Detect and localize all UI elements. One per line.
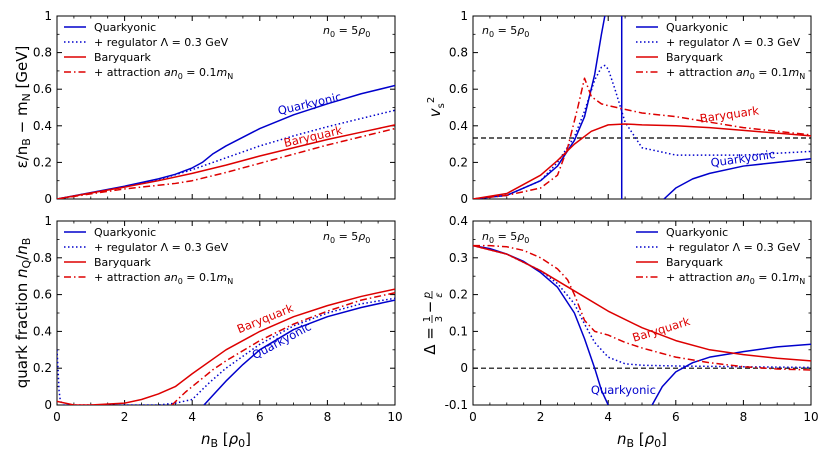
x-tick-label: 8 — [740, 410, 748, 424]
legend-label-quarkyonic: Quarkyonic — [666, 21, 728, 34]
x-axis-label: nB [ρ0] — [617, 430, 667, 450]
legend-label-quarkyonic: Quarkyonic — [94, 21, 156, 34]
curve-label: Baryquark — [699, 103, 760, 125]
legend-label-baryquark: Baryquark — [94, 256, 152, 269]
legend-label-baryquark: Baryquark — [94, 51, 152, 64]
y-tick-label: 0.4 — [33, 119, 52, 133]
annotation-n0: n0 = 5ρ0 — [323, 230, 370, 245]
y-axis-label: quark fraction nQ/nB — [13, 238, 33, 389]
legend: Quarkyonic + regulator Λ = 0.3 GeV Baryq… — [64, 226, 233, 286]
y-tick-label: 0 — [44, 398, 52, 412]
legend-label-quarkyonic: Quarkyonic — [666, 226, 728, 239]
y-axis-label-one-third: 1 — [422, 316, 433, 322]
panel-speed-of-sound: 0 0.2 0.4 0.6 0.8 1 Baryquark Quarkyonic vs2 n0… — [426, 9, 812, 206]
y-axis-label-p: p — [422, 292, 433, 299]
legend-label-regulator: + regulator Λ = 0.3 GeV — [666, 241, 801, 254]
x-tick-label: 8 — [324, 410, 332, 424]
x-tick-label: 6 — [256, 410, 264, 424]
y-tick-label: 0.4 — [449, 119, 468, 133]
legend: Quarkyonic + regulator Λ = 0.3 GeV Baryq… — [636, 226, 805, 286]
legend: Quarkyonic + regulator Λ = 0.3 GeV Baryq… — [64, 21, 233, 81]
legend-label-baryquark: Baryquark — [666, 51, 724, 64]
legend-label-regulator: + regulator Λ = 0.3 GeV — [666, 36, 801, 49]
legend-label-attraction: + attraction an0 = 0.1mN — [666, 271, 805, 286]
x-tick-label: 10 — [387, 410, 402, 424]
x-axis-label: nB [ρ0] — [201, 430, 251, 450]
y-tick-label: 0.8 — [449, 46, 468, 60]
x-tick-label: 4 — [604, 410, 612, 424]
legend-label-attraction: + attraction an0 = 0.1mN — [666, 66, 805, 81]
series-line — [473, 244, 811, 369]
series-line — [473, 244, 609, 405]
y-tick-label: 0.3 — [449, 251, 468, 265]
y-tick-label: 0.6 — [33, 288, 52, 302]
y-axis-label: Δ = 1 3 − p ε — [421, 291, 445, 355]
series-line — [57, 124, 395, 199]
y-tick-label: 0 — [44, 192, 52, 206]
y-tick-label: 0 — [460, 192, 468, 206]
series-line — [473, 16, 606, 199]
series-line — [473, 123, 811, 199]
y-tick-label: -0.1 — [445, 398, 468, 412]
series-line — [473, 244, 811, 362]
series-line — [57, 109, 395, 199]
y-axis-label-delta: Δ = — [421, 327, 439, 355]
x-tick-label: 0 — [469, 410, 477, 424]
x-tick-label: 2 — [121, 410, 129, 424]
series-line — [57, 127, 395, 199]
series-line — [203, 299, 395, 405]
y-tick-label: 0.2 — [449, 155, 468, 169]
y-tick-label: 1 — [460, 9, 468, 23]
annotation-n0: n0 = 5ρ0 — [482, 24, 529, 39]
panel-energy-per-baryon: 0 0.2 0.4 0.6 0.8 1 Quarkyonic Baryquark ε/nB −… — [13, 9, 396, 206]
curve-label: Baryquark — [631, 314, 692, 345]
x-tick-label: 2 — [537, 410, 545, 424]
annotation-n0: n0 = 5ρ0 — [482, 230, 529, 245]
x-tick-label: 0 — [53, 410, 61, 424]
series-line — [663, 157, 811, 199]
legend-label-baryquark: Baryquark — [666, 256, 724, 269]
curve-label: Quarkyonic — [591, 383, 656, 397]
y-axis-label-minus: − — [421, 301, 439, 314]
legend-label-regulator: + regulator Λ = 0.3 GeV — [94, 36, 229, 49]
x-tick-label: 10 — [803, 410, 818, 424]
panel-quark-fraction: 0 2 4 6 8 1000.20.40.60.81BaryquarkQuarkyonic… — [13, 214, 403, 450]
y-tick-label: 0.6 — [449, 82, 468, 96]
y-tick-label: 0.8 — [33, 46, 52, 60]
y-tick-label: 0.2 — [33, 155, 52, 169]
y-tick-label: 1 — [44, 9, 52, 23]
series-line — [57, 297, 395, 405]
legend-label-quarkyonic: Quarkyonic — [94, 226, 156, 239]
series-line — [473, 77, 811, 199]
legend: Quarkyonic + regulator Λ = 0.3 GeV Baryq… — [636, 21, 805, 81]
series-line — [473, 244, 811, 371]
y-tick-label: 0 — [460, 361, 468, 375]
x-tick-label: 4 — [188, 410, 196, 424]
series-line — [171, 292, 395, 405]
y-tick-label: 1 — [44, 214, 52, 228]
y-axis-label: ε/nB − mN [GeV] — [13, 46, 33, 169]
series-line — [651, 343, 811, 405]
series-line — [57, 84, 395, 199]
legend-label-attraction: + attraction an0 = 0.1mN — [94, 66, 233, 81]
y-axis-label: vs2 — [426, 97, 447, 117]
y-tick-label: 0.8 — [33, 251, 52, 265]
curve-label: Quarkyonic — [276, 89, 342, 117]
series-line — [57, 288, 395, 405]
legend-label-attraction: + attraction an0 = 0.1mN — [94, 271, 233, 286]
legend-label-regulator: + regulator Λ = 0.3 GeV — [94, 241, 229, 254]
y-tick-label: 0.1 — [449, 324, 468, 338]
y-tick-label: 0.2 — [449, 288, 468, 302]
panel-trace-anomaly: 0 2 4 6 8 10-0.100.10.20.30.4BaryquarkQuarkyo… — [421, 214, 819, 450]
y-tick-label: 0.4 — [33, 324, 52, 338]
x-tick-label: 6 — [672, 410, 680, 424]
curve-label: Baryquark — [282, 123, 343, 150]
y-axis-label-eps: ε — [434, 292, 445, 298]
y-tick-label: 0.2 — [33, 361, 52, 375]
y-axis-label-three: 3 — [434, 316, 445, 322]
y-tick-label: 0.4 — [449, 214, 468, 228]
annotation-n0: n0 = 5ρ0 — [323, 24, 370, 39]
y-tick-label: 0.6 — [33, 82, 52, 96]
